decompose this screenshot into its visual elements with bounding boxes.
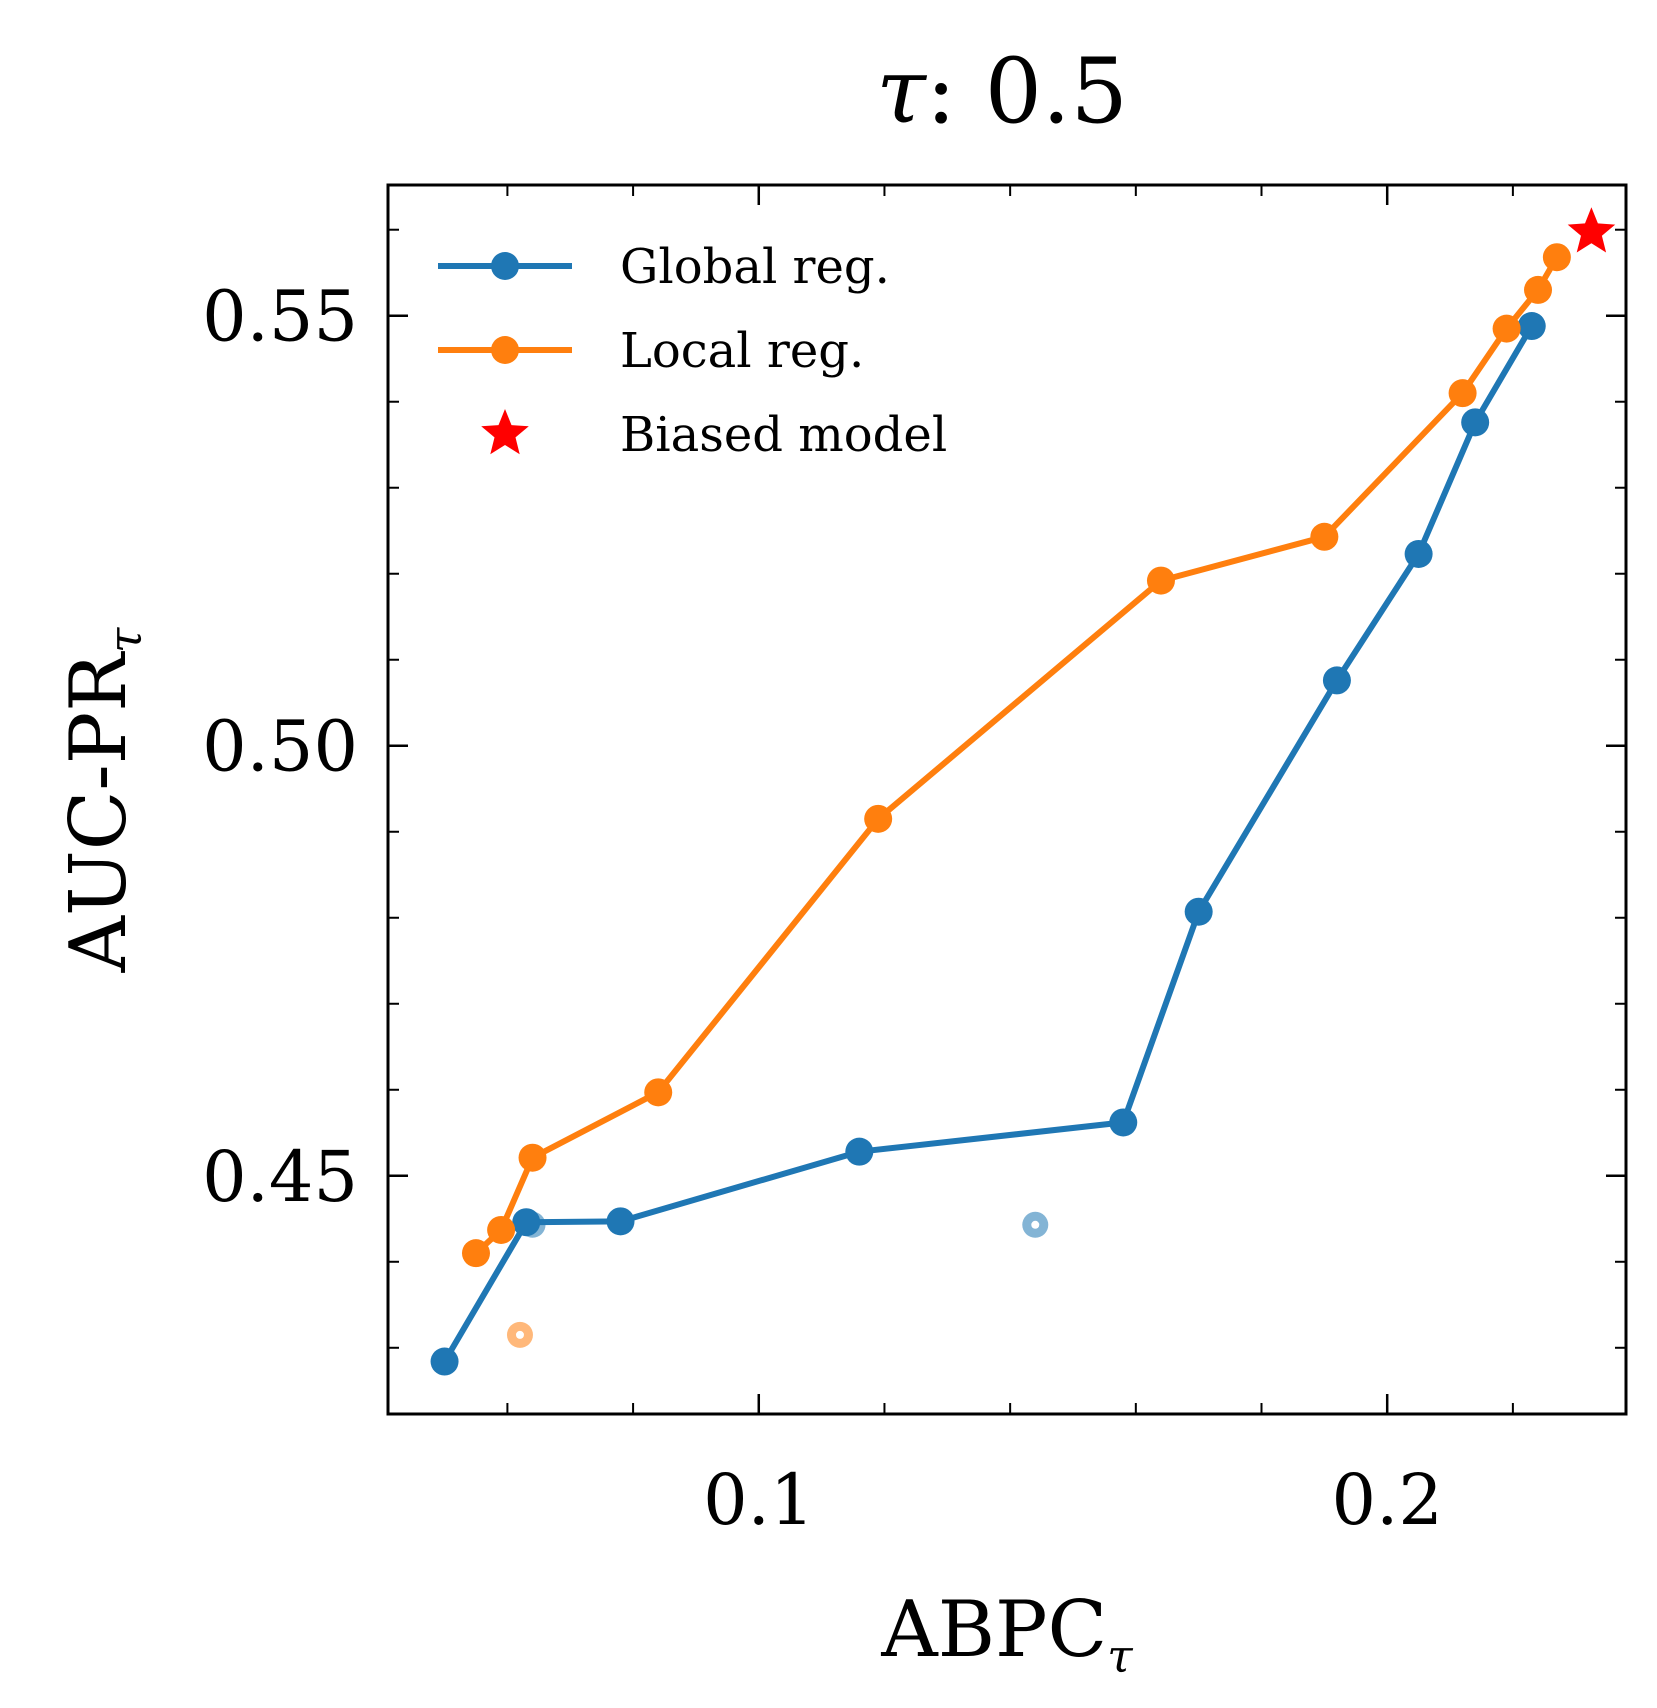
biased-model-star	[1567, 207, 1616, 253]
faded-point-center	[515, 1330, 524, 1339]
faded-point-center	[1031, 1220, 1040, 1229]
data-point-global-reg	[1517, 312, 1546, 341]
x-axis-label-main: ABPC	[880, 1585, 1107, 1675]
data-point-local-reg	[864, 804, 893, 833]
data-point-local-reg	[461, 1239, 490, 1268]
y-tick-label: 0.45	[202, 1136, 358, 1218]
faded-point	[1022, 1211, 1049, 1238]
axis-ticks	[388, 185, 1626, 1414]
x-tick-label: 0.2	[1332, 1459, 1443, 1541]
y-axis-label-main: AUC-PR	[54, 651, 144, 974]
axis-tick-labels: 0.1 0.2 0.45 0.50 0.55	[202, 276, 1443, 1541]
data-point-local-reg	[1492, 314, 1521, 343]
data-point-global-reg	[1109, 1108, 1138, 1137]
legend: Global reg. Local reg. Biased model	[438, 239, 947, 463]
y-tick-label: 0.55	[202, 276, 358, 358]
chart-title-symbol: τ	[876, 39, 927, 144]
legend-marker-global-reg	[491, 252, 519, 280]
data-point-global-reg	[1461, 408, 1490, 437]
data-point-global-reg	[512, 1208, 541, 1237]
data-point-global-reg	[1184, 897, 1213, 926]
chart-title: τ: 0.5	[876, 39, 1128, 144]
series-layer	[430, 207, 1616, 1376]
y-axis-label-sub: τ	[98, 626, 152, 653]
x-axis-label-sub: τ	[1107, 1629, 1134, 1683]
data-point-global-reg	[606, 1207, 635, 1236]
y-axis-label: AUC-PRτ	[54, 626, 152, 973]
data-point-local-reg	[1310, 522, 1339, 551]
plot-frame	[386, 183, 1628, 1416]
series-line-global-reg	[442, 324, 1535, 1364]
data-point-global-reg	[845, 1137, 874, 1166]
legend-marker-biased-model	[481, 409, 529, 455]
y-tick-label: 0.50	[202, 706, 358, 788]
faded-point	[506, 1321, 533, 1348]
data-point-local-reg	[644, 1078, 673, 1107]
chart-title-text: : 0.5	[926, 39, 1128, 144]
data-point-global-reg	[430, 1347, 459, 1376]
x-axis-label: ABPCτ	[880, 1585, 1134, 1683]
x-tick-label: 0.1	[703, 1459, 814, 1541]
data-point-local-reg	[487, 1215, 516, 1244]
data-point-global-reg	[1322, 666, 1351, 695]
data-point-local-reg	[1146, 566, 1175, 595]
data-point-local-reg	[518, 1143, 547, 1172]
data-point-local-reg	[1542, 243, 1571, 272]
data-point-local-reg	[1448, 379, 1477, 408]
legend-marker-local-reg	[491, 336, 519, 364]
data-point-global-reg	[1404, 539, 1433, 568]
legend-label-global-reg: Global reg.	[620, 239, 890, 295]
legend-label-local-reg: Local reg.	[620, 323, 864, 379]
data-point-local-reg	[1524, 275, 1553, 304]
legend-label-biased-model: Biased model	[620, 407, 947, 463]
